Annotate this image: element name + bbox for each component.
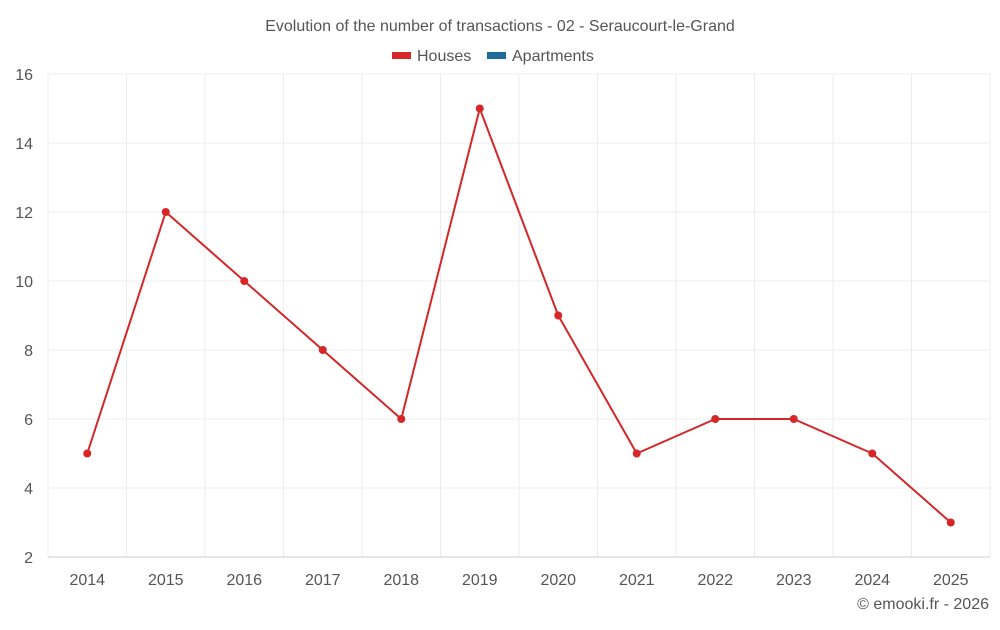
- x-tick-label-2015: 2015: [148, 572, 184, 589]
- legend: Houses Apartments: [392, 48, 594, 65]
- data-point-houses-2018: [397, 415, 406, 423]
- y-tick-label-12: 12: [15, 205, 33, 222]
- data-point-houses-2016: [240, 277, 249, 285]
- data-point-houses-2019: [475, 104, 484, 113]
- legend-swatch-apartments: [487, 52, 506, 59]
- data-point-houses-2022: [711, 415, 720, 423]
- x-tick-label-2017: 2017: [305, 572, 341, 589]
- data-point-houses-2021: [632, 449, 641, 458]
- grid: [47, 73, 991, 557]
- data-point-houses-2023: [789, 415, 798, 423]
- legend-label-apartments: Apartments: [512, 48, 594, 65]
- x-tick-label-2024: 2024: [854, 572, 890, 589]
- series-line-houses: [86, 107, 952, 524]
- data-point-houses-2015: [161, 208, 170, 216]
- x-axis: 2014 2015 2016 2017 2018 2019 2020 2021 2022 2023…: [48, 556, 990, 589]
- y-tick-label-10: 10: [15, 274, 33, 291]
- x-tick-label-2023: 2023: [776, 572, 812, 589]
- x-tick-label-2019: 2019: [462, 572, 498, 589]
- series-layer: [83, 104, 955, 527]
- x-tick-label-2020: 2020: [540, 572, 576, 589]
- chart-title: Evolution of the number of transactions …: [265, 18, 735, 35]
- data-point-houses-2020: [554, 311, 563, 320]
- data-point-houses-2025: [946, 518, 955, 527]
- y-axis: 2 4 6 8 10 12 14 16: [15, 67, 33, 567]
- data-point-houses-2024: [868, 449, 877, 458]
- x-tick-label-2025: 2025: [933, 572, 969, 589]
- y-tick-label-14: 14: [15, 136, 33, 153]
- x-tick-label-2022: 2022: [697, 572, 733, 589]
- y-tick-label-8: 8: [24, 343, 33, 360]
- legend-swatch-houses: [392, 52, 411, 59]
- data-point-houses-2017: [318, 346, 327, 354]
- y-tick-label-4: 4: [24, 481, 33, 498]
- x-tick-label-2018: 2018: [383, 572, 419, 589]
- credit-text: © emooki.fr - 2026: [857, 596, 989, 613]
- x-tick-label-2016: 2016: [226, 572, 262, 589]
- x-tick-label-2021: 2021: [619, 572, 655, 589]
- y-tick-label-16: 16: [15, 67, 33, 84]
- data-point-houses-2014: [83, 449, 92, 458]
- legend-label-houses: Houses: [417, 48, 471, 65]
- y-tick-label-6: 6: [24, 412, 33, 429]
- y-tick-label-2: 2: [24, 550, 33, 567]
- x-tick-label-2014: 2014: [69, 572, 105, 589]
